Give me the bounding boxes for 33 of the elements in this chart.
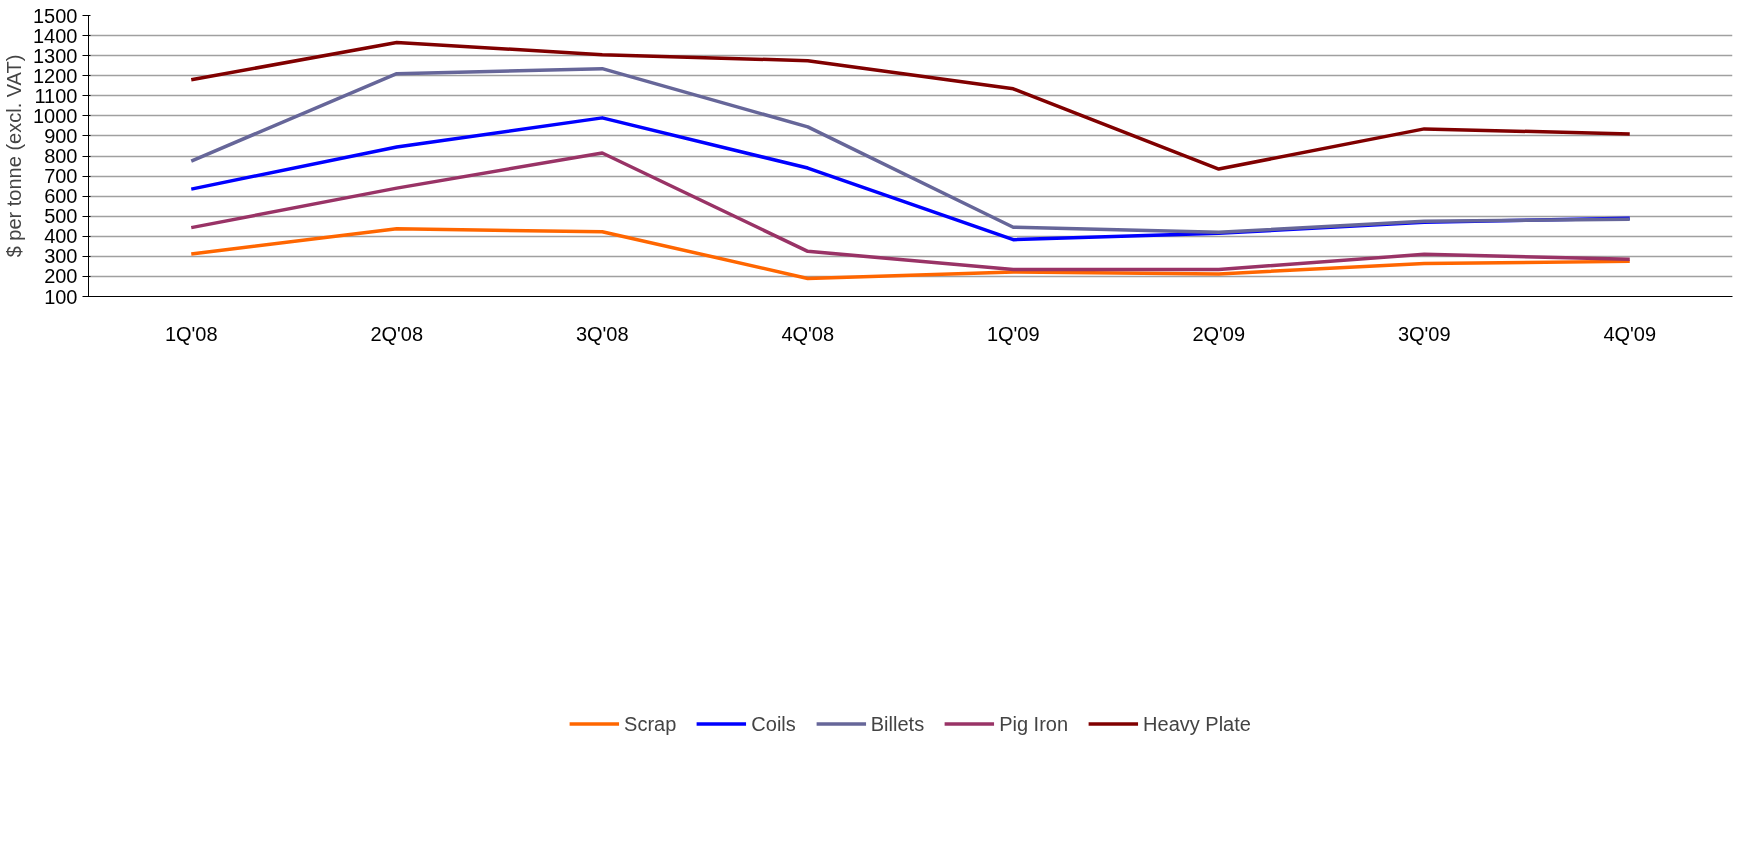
y-tick-label: 1200 [33, 64, 78, 87]
x-tick-label: 4Q'09 [1603, 322, 1657, 345]
y-tick-label: 1500 [33, 4, 78, 27]
y-tick-label: 1300 [33, 44, 78, 67]
y-tick-label: 500 [44, 205, 78, 228]
y-tick-label: 1100 [34, 84, 78, 107]
y-tick-label: 700 [44, 165, 78, 188]
legend-label: Pig Iron [999, 712, 1069, 736]
y-tick-label: 200 [44, 265, 78, 288]
y-tick-label: 1000 [33, 104, 78, 127]
legend-label: Billets [870, 712, 925, 736]
x-tick-label: 3Q'08 [575, 322, 629, 345]
x-tick-label: 4Q'08 [781, 322, 835, 345]
x-tick-label: 2Q'08 [370, 322, 424, 345]
legend-label: Heavy Plate [1143, 712, 1251, 736]
y-tick-label: 900 [44, 124, 78, 147]
y-tick-label: 800 [44, 145, 78, 167]
line-series [189, 66, 1632, 235]
y-tick-label: 1400 [33, 24, 78, 47]
x-tick-label: 2Q'09 [1192, 322, 1246, 345]
x-tick-label: 1Q'09 [986, 322, 1040, 345]
y-tick-label: 400 [44, 225, 78, 248]
x-tick-label: 1Q'08 [164, 322, 218, 345]
x-tick-label: 3Q'09 [1397, 322, 1451, 345]
line-series [189, 227, 1632, 281]
y-tick-label: 300 [44, 245, 78, 268]
legend-label: Coils [751, 712, 796, 736]
line-series [189, 40, 1632, 171]
y-tick-label: 600 [44, 185, 78, 208]
y-tick-label: 100 [44, 285, 78, 308]
legend-label: Scrap [624, 712, 677, 736]
line-series [189, 151, 1632, 272]
y-axis-title: $ per tonne (excl. VAT) [3, 54, 26, 258]
